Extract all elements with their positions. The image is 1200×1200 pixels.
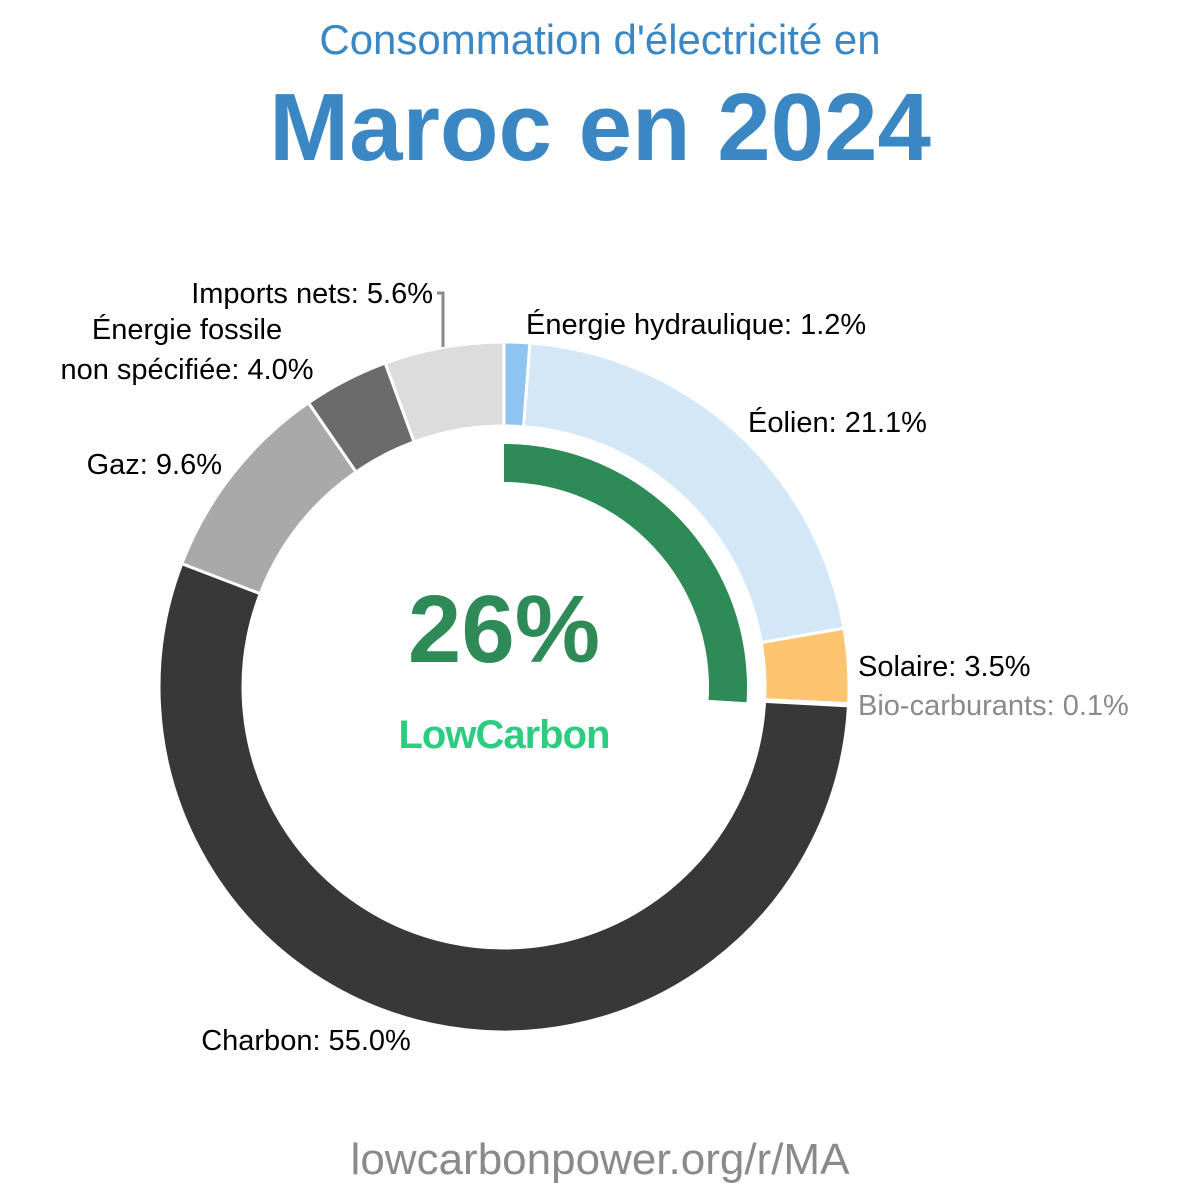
slice-charbon [157,561,851,1034]
slice-label-wind: Éolien: 21.1% [748,406,927,439]
lowcarbon-share-value: 26% [408,576,600,683]
slice-label-fossil-line1: Énergie fossile [92,313,282,346]
slice-label-fossil-line2: non spécifiée: 4.0% [60,354,313,386]
slice-label-imports: Imports nets: 5.6% [191,278,433,310]
lowcarbon-arc [504,444,747,703]
slice-label-hydro: Énergie hydraulique: 1.2% [526,308,866,341]
slice-solaire [759,626,851,706]
source-url: lowcarbonpower.org/r/MA [350,1135,850,1184]
donut-slices [157,340,851,1034]
slice-label-solar: Solaire: 3.5% [858,651,1031,683]
slice-label-gas: Gaz: 9.6% [87,449,222,481]
slice-label-biofuel: Bio-carburants: 0.1% [858,690,1129,722]
slice-imports-nets [383,340,506,444]
chart-subtitle: Consommation d'électricité en [319,16,881,63]
lowcarbon-arc-group [504,444,747,703]
chart-title: Maroc en 2024 [269,74,931,181]
lowcarbon-logo: LowCarbon [399,713,610,757]
imports-leader-line [437,291,445,347]
slice-label-coal: Charbon: 55.0% [201,1025,411,1057]
